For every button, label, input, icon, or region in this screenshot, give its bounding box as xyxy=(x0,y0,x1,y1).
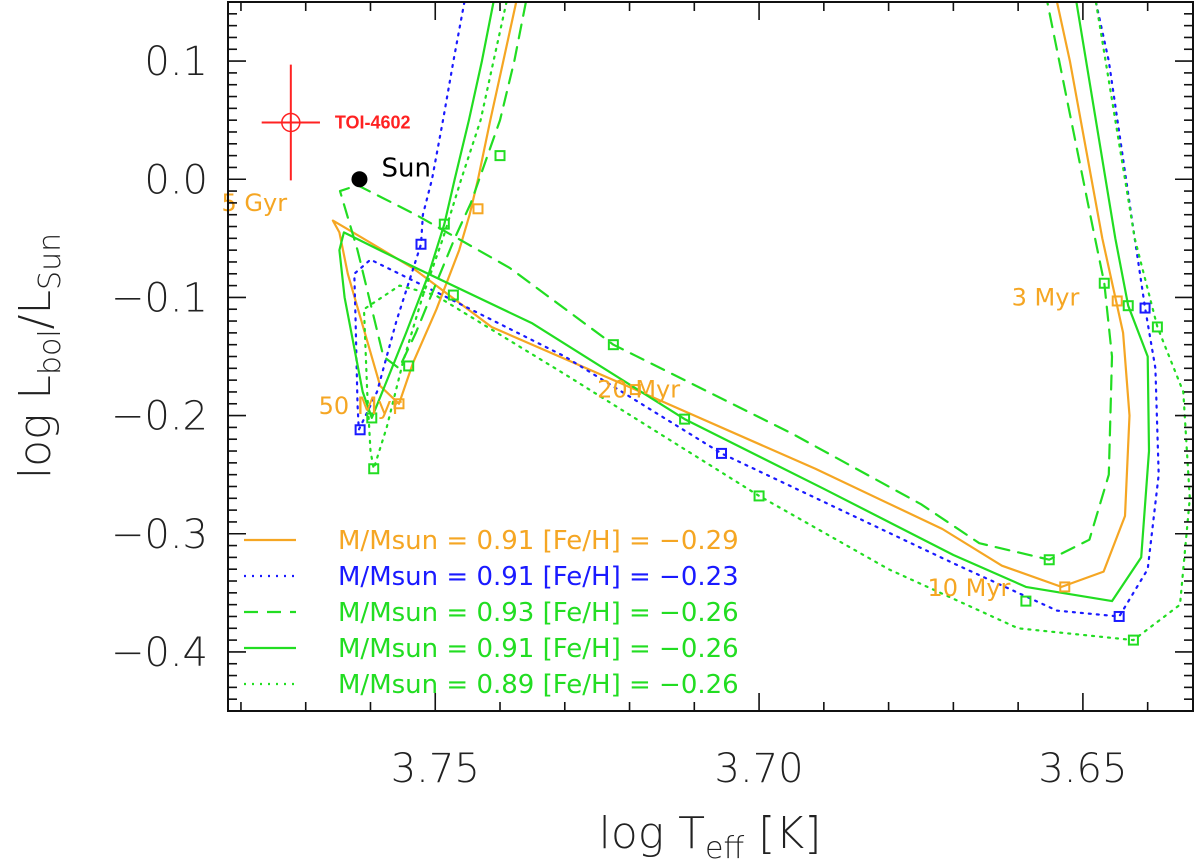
legend-entry-2: M/Msun = 0.91 [Fe/H] = −0.23 xyxy=(244,562,739,592)
age-markers xyxy=(354,150,1163,646)
age-label-10myr: 10 Myr xyxy=(927,574,1010,602)
legend-label-1: M/Msun = 0.91 [Fe/H] = −0.29 xyxy=(338,526,739,556)
star-points: TOI-4602 Sun xyxy=(261,64,431,188)
legend-entry-1: M/Msun = 0.91 [Fe/H] = −0.29 xyxy=(244,526,739,556)
age-marker-3-2 xyxy=(403,360,415,372)
age-annotations: 5 Gyr 50 Myr 20 Myr 10 Myr 3 Myr xyxy=(222,189,1080,602)
legend-label-2: M/Msun = 0.91 [Fe/H] = −0.23 xyxy=(338,562,739,592)
age-marker-5-1 xyxy=(447,289,459,301)
age-marker-4-5 xyxy=(1122,300,1134,312)
age-marker-4-1 xyxy=(438,218,450,230)
y-axis-title-sub1: bol xyxy=(33,329,68,375)
age-marker-1-4 xyxy=(1059,581,1071,593)
legend: M/Msun = 0.91 [Fe/H] = −0.29 M/Msun = 0.… xyxy=(244,526,739,700)
age-label-20myr: 20 Myr xyxy=(597,376,680,404)
legend-entry-5: M/Msun = 0.89 [Fe/H] = −0.26 xyxy=(244,670,739,700)
age-marker-3-1 xyxy=(494,150,506,162)
x-axis-title: log Teff [K] xyxy=(599,808,822,863)
age-marker-1-2 xyxy=(393,398,405,410)
x-tick-labels: 3.75 3.70 3.65 xyxy=(391,746,1128,792)
age-marker-2-5 xyxy=(1139,302,1151,314)
legend-label-4: M/Msun = 0.91 [Fe/H] = −0.26 xyxy=(338,634,739,664)
age-marker-3-4 xyxy=(1043,554,1055,566)
toi-4602-marker xyxy=(281,112,301,133)
track-line-2 xyxy=(353,2,1160,618)
age-marker-3-5 xyxy=(1098,277,1110,289)
toi-4602-label: TOI-4602 xyxy=(335,113,411,133)
age-marker-1-3 xyxy=(629,384,641,396)
age-marker-4-2 xyxy=(366,412,378,424)
age-marker-5-5 xyxy=(1151,321,1163,333)
legend-entry-4: M/Msun = 0.91 [Fe/H] = −0.26 xyxy=(244,634,739,664)
age-marker-1-5 xyxy=(1111,295,1123,307)
age-marker-2-2 xyxy=(354,424,366,436)
age-marker-2-3 xyxy=(716,447,728,459)
age-label-50myr: 50 Myr xyxy=(319,392,402,420)
y-axis-title-prefix: log L xyxy=(10,375,61,479)
age-marker-5-4 xyxy=(1127,634,1139,646)
track-line-3 xyxy=(338,2,1114,561)
y-tick-label-neg0.4: −0.4 xyxy=(111,630,208,676)
legend-label-3: M/Msun = 0.93 [Fe/H] = −0.26 xyxy=(338,598,739,628)
y-tick-label-0.0: 0.0 xyxy=(144,157,208,203)
x-axis-title-suffix: [K] xyxy=(744,808,821,859)
sun-marker xyxy=(351,171,368,188)
sun-point: Sun xyxy=(351,153,431,188)
y-tick-label-neg0.3: −0.3 xyxy=(111,512,208,558)
legend-entry-3: M/Msun = 0.93 [Fe/H] = −0.26 xyxy=(244,598,739,628)
age-marker-3-3 xyxy=(607,339,619,351)
axis-ticks xyxy=(228,1,1193,712)
age-marker-2-4 xyxy=(1113,610,1125,622)
x-tick-label-3.70: 3.70 xyxy=(715,746,804,792)
age-label-3myr: 3 Myr xyxy=(1012,283,1080,311)
y-axis-title: log Lbol/LSun xyxy=(10,233,68,479)
age-marker-4-4 xyxy=(1020,595,1032,607)
y-tick-labels: 0.1 0.0 −0.1 −0.2 −0.3 −0.4 xyxy=(111,39,208,676)
y-axis-title-mid: /L xyxy=(10,290,61,329)
y-tick-label-0.1: 0.1 xyxy=(144,39,208,85)
y-tick-label-neg0.2: −0.2 xyxy=(111,394,208,440)
y-axis-title-sub2: Sun xyxy=(33,233,68,290)
legend-label-5: M/Msun = 0.89 [Fe/H] = −0.26 xyxy=(338,670,739,700)
x-axis-title-sub: eff xyxy=(705,831,744,863)
age-marker-2-1 xyxy=(415,238,427,250)
age-marker-1-1 xyxy=(472,203,484,215)
sun-label: Sun xyxy=(381,153,430,183)
age-marker-4-3 xyxy=(679,413,691,425)
track-line-1 xyxy=(331,2,1131,589)
y-tick-label-neg0.1: −0.1 xyxy=(111,275,208,321)
x-tick-label-3.65: 3.65 xyxy=(1038,746,1127,792)
x-tick-label-3.75: 3.75 xyxy=(391,746,480,792)
toi-4602-point: TOI-4602 xyxy=(261,64,411,181)
x-axis-title-prefix: log T xyxy=(599,808,705,859)
age-marker-5-3 xyxy=(753,490,765,502)
track-line-4 xyxy=(338,2,1151,603)
age-marker-5-2 xyxy=(368,463,380,475)
